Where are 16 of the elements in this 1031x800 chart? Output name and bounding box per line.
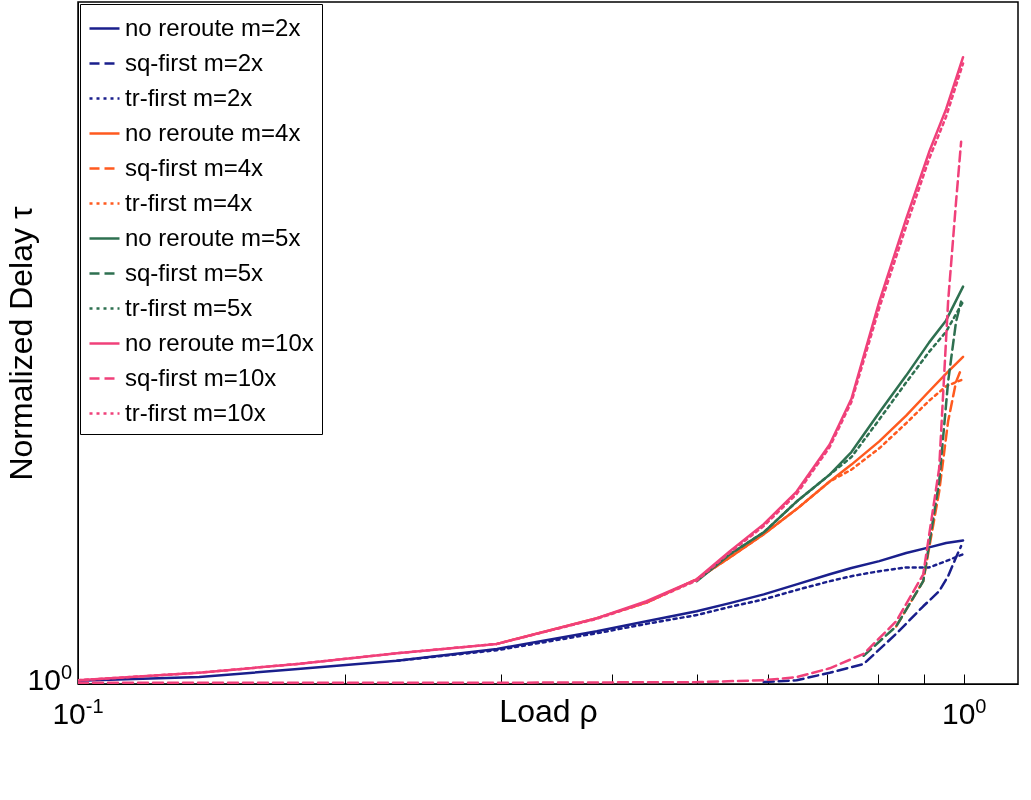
legend-label: tr-first m=5x [125,293,253,321]
x-axis-title: Load ρ [499,693,598,729]
legend-label: no reroute m=4x [125,118,301,146]
x-tick-label: 10$^{-1}$ [52,695,104,730]
text: 10$^{0}$ [27,661,72,696]
legend-label: sq-first m=2x [125,48,264,76]
legend-label: no reroute m=5x [125,223,301,251]
legend-label: no reroute m=2x [125,13,301,41]
legend-label: tr-first m=4x [125,188,253,216]
legend-label: sq-first m=4x [125,153,264,181]
legend-label: no reroute m=10x [125,328,314,356]
legend-label: tr-first m=10x [125,398,266,426]
legend-label: sq-first m=10x [125,363,277,391]
legend-label: sq-first m=5x [125,258,264,286]
legend-label: tr-first m=2x [125,83,253,111]
y-axis-title: Normalized Delay τ [2,206,39,481]
